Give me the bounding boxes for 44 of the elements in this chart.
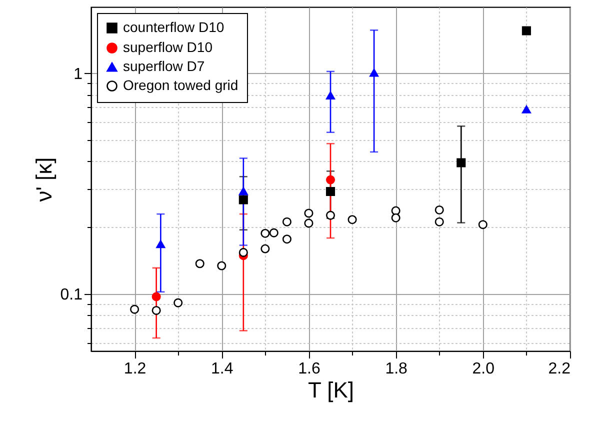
point — [238, 187, 248, 196]
point — [326, 210, 336, 220]
x-axis-title: T [K] — [308, 378, 354, 402]
point — [326, 91, 336, 100]
point — [434, 205, 444, 214]
point — [260, 228, 270, 238]
point — [195, 259, 204, 268]
y-tick-label: 1 — [74, 66, 83, 83]
point — [348, 215, 357, 224]
point — [238, 248, 248, 257]
x-tick-label: 2.0 — [472, 360, 495, 378]
x-tick-label: 2.2 — [548, 360, 571, 378]
point — [478, 220, 488, 230]
y-tick-label: 0.1 — [60, 286, 83, 304]
point — [304, 208, 314, 218]
legend-label: superflow D7 — [123, 58, 205, 74]
point — [326, 187, 336, 196]
point — [260, 244, 270, 254]
x-tick-label: 1.4 — [211, 360, 234, 378]
point — [370, 68, 379, 77]
point — [156, 240, 166, 248]
point — [174, 298, 183, 308]
x-tick-label: 1.8 — [385, 360, 408, 378]
point — [522, 26, 531, 36]
legend-label: superflow D10 — [123, 39, 213, 55]
point — [304, 218, 314, 228]
point — [152, 306, 161, 315]
point — [152, 292, 161, 302]
point — [326, 175, 336, 184]
y-axis-title: ν' [κ] — [31, 157, 56, 202]
x-tick-label: 1.6 — [298, 360, 320, 378]
point — [391, 213, 400, 222]
x-tick-label: 1.2 — [124, 360, 146, 378]
point — [269, 228, 278, 238]
point — [522, 105, 531, 114]
point — [282, 217, 292, 226]
legend-label: counterflow D10 — [123, 19, 224, 35]
point — [456, 158, 466, 168]
point — [217, 261, 226, 270]
point — [434, 217, 444, 226]
point — [130, 304, 140, 314]
point — [282, 234, 292, 244]
legend-label: Oregon towed grid — [123, 77, 238, 93]
point — [238, 195, 248, 204]
